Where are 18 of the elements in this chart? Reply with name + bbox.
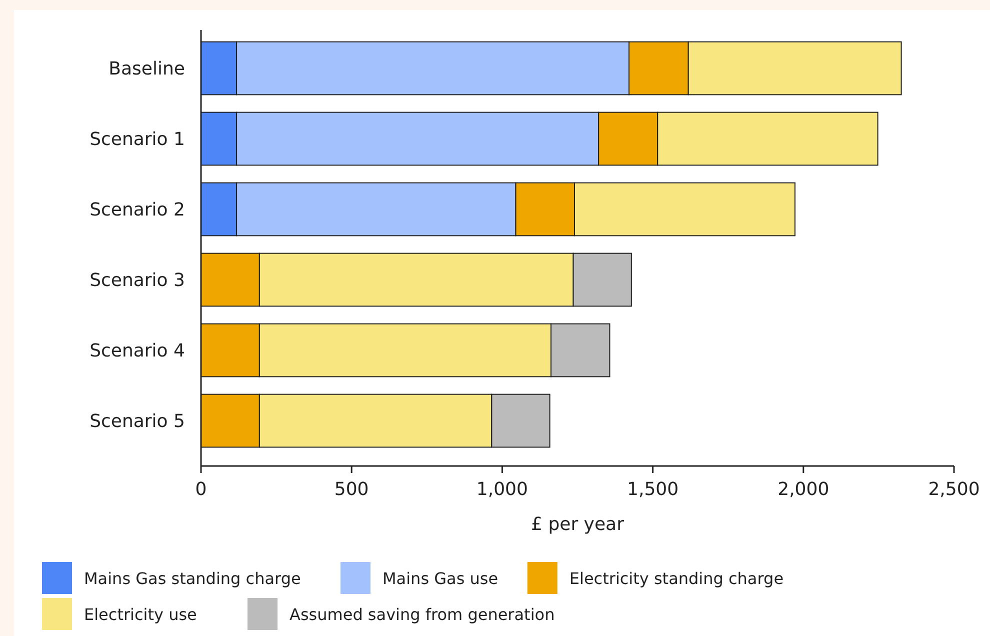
x-axis-title: £ per year bbox=[531, 514, 625, 535]
y-tick-label: Scenario 4 bbox=[90, 340, 185, 362]
legend-label: Mains Gas use bbox=[382, 569, 498, 588]
legend-label: Mains Gas standing charge bbox=[84, 569, 301, 588]
y-tick-label: Scenario 2 bbox=[90, 199, 185, 220]
x-tick-label: 1,000 bbox=[476, 479, 528, 500]
x-tick-label: 500 bbox=[334, 479, 369, 500]
y-tick-label: Scenario 3 bbox=[90, 270, 185, 291]
legend-label: Electricity use bbox=[84, 605, 197, 624]
legend-label: Electricity standing charge bbox=[569, 569, 784, 588]
x-tick-label: 1,500 bbox=[627, 479, 679, 500]
y-tick-label: Baseline bbox=[108, 58, 185, 80]
x-tick-label: 2,000 bbox=[778, 479, 830, 500]
legend-label: Assumed saving from generation bbox=[290, 605, 555, 624]
y-tick-label: Scenario 5 bbox=[90, 410, 185, 432]
x-tick-label: 0 bbox=[195, 479, 207, 500]
x-tick-label: 2,500 bbox=[928, 479, 980, 500]
y-tick-label: Scenario 1 bbox=[90, 128, 185, 150]
